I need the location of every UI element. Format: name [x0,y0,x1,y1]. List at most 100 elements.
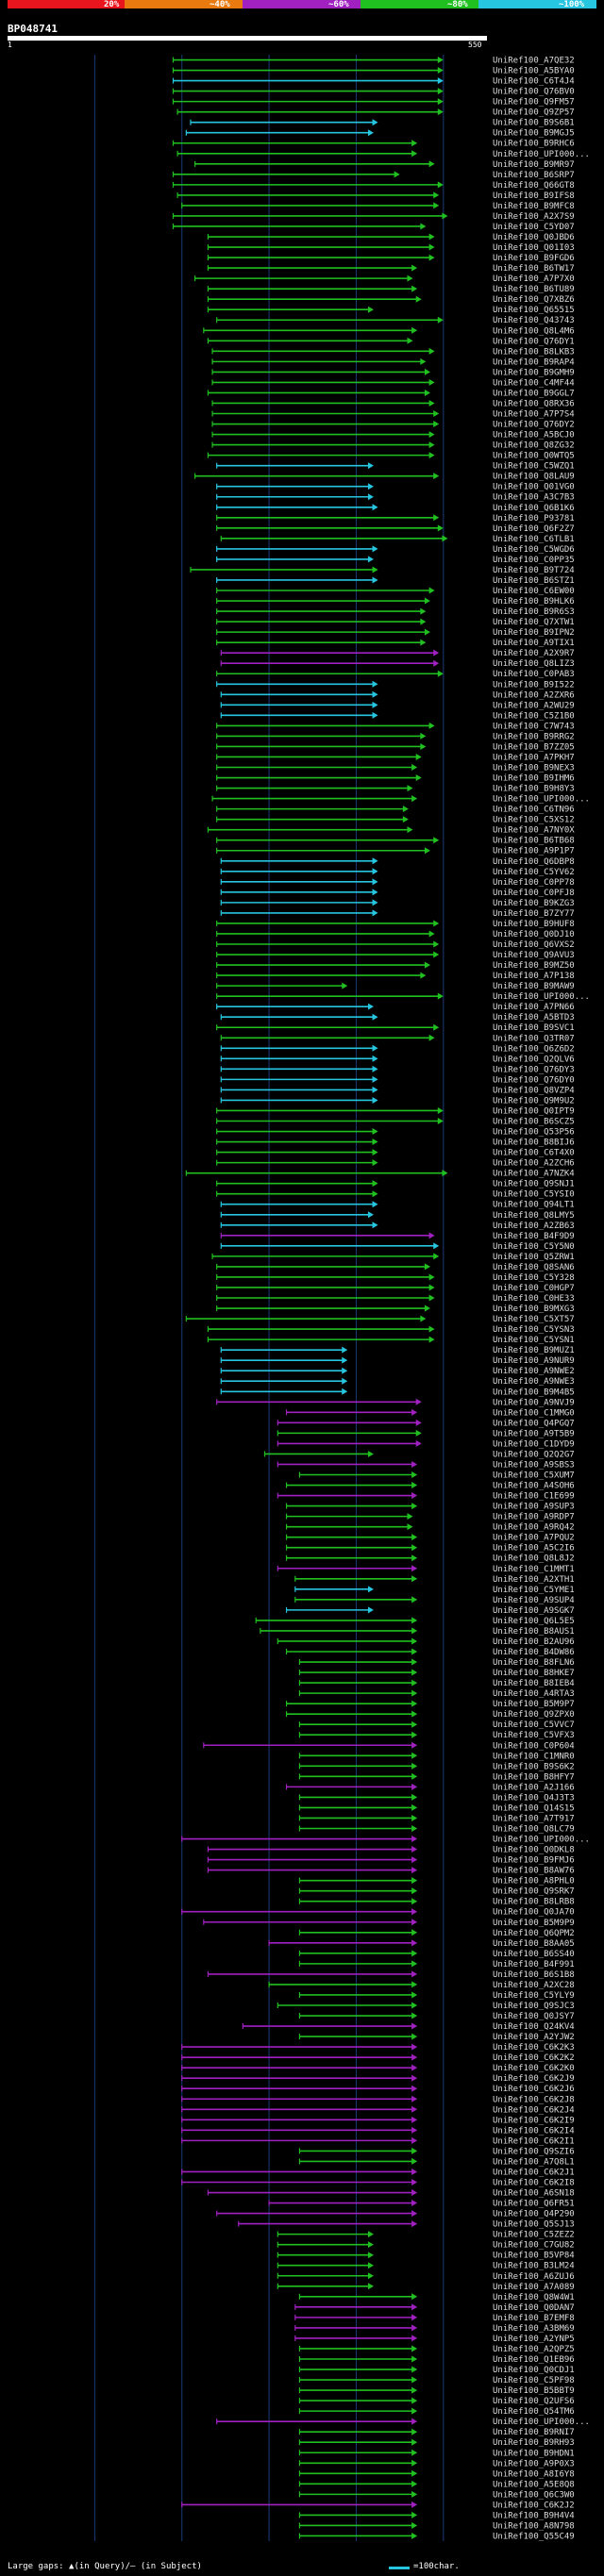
hit-label[interactable]: UniRef100_B9RRG2 [493,732,575,741]
hit-row[interactable]: UniRef100_Q8LMY5 [220,1211,575,1221]
hit-row[interactable]: UniRef100_B7ZZ05 [216,742,575,752]
hit-row[interactable]: UniRef100_C5Y5N0 [220,1242,575,1252]
hit-label[interactable]: UniRef100_B8FLN6 [493,1658,575,1668]
hit-row[interactable]: UniRef100_Q0JBD6 [207,233,575,242]
hit-label[interactable]: UniRef100_B9FMJ6 [493,1856,575,1866]
hit-row[interactable]: UniRef100_A9SBS3 [277,1460,575,1470]
hit-row[interactable]: UniRef100_B9M4B5 [220,1388,575,1397]
hit-label[interactable]: UniRef100_C5YV62 [493,868,575,877]
hit-label[interactable]: UniRef100_Q9SZI6 [493,2147,575,2156]
hit-label[interactable]: UniRef100_Q9FM57 [493,98,575,108]
hit-row[interactable]: UniRef100_Q9M9U2 [220,1096,575,1105]
hit-row[interactable]: UniRef100_Q6F2Z7 [216,524,575,534]
hit-row[interactable]: UniRef100_Q01I03 [207,243,575,253]
hit-label[interactable]: UniRef100_B9MAW9 [493,982,575,991]
hit-label[interactable]: UniRef100_Q0JSY7 [493,2012,575,2021]
hit-row[interactable]: UniRef100_B9I522 [216,680,575,690]
hit-label[interactable]: UniRef100_Q0JBD6 [493,233,575,242]
hit-row[interactable]: UniRef100_C6K2J1 [181,2168,575,2177]
hit-row[interactable]: UniRef100_C0PP78 [220,878,575,888]
hit-label[interactable]: UniRef100_Q94LT1 [493,1201,575,1210]
hit-row[interactable]: UniRef100_C6T4J4 [172,77,575,87]
hit-label[interactable]: UniRef100_B7ZY77 [493,909,575,919]
hit-row[interactable]: UniRef100_B4F9D9 [220,1232,575,1241]
hit-label[interactable]: UniRef100_Q65515 [493,306,575,315]
hit-row[interactable]: UniRef100_C4MF44 [211,378,575,388]
hit-label[interactable]: UniRef100_B7ZZ05 [493,742,575,752]
hit-row[interactable]: UniRef100_C7W743 [216,722,575,731]
hit-row[interactable]: UniRef100_Q8L8J2 [285,1554,575,1564]
hit-row[interactable]: UniRef100_C6K2J8 [181,2095,575,2104]
hit-row[interactable]: UniRef100_B5VP84 [277,2252,575,2261]
hit-label[interactable]: UniRef100_C1MMG0 [493,1408,575,1418]
hit-row[interactable]: UniRef100_A8I6Y8 [298,2469,575,2479]
hit-label[interactable]: UniRef100_Q6FR51 [493,2200,575,2209]
hit-label[interactable]: UniRef100_C6K2J6 [493,2085,575,2094]
hit-row[interactable]: UniRef100_C6K2I8 [181,2178,575,2187]
hit-row[interactable]: UniRef100_A9RDP7 [285,1513,575,1522]
hit-row[interactable]: UniRef100_C5Z1B0 [220,711,575,721]
hit-label[interactable]: UniRef100_C0HGP7 [493,1284,575,1293]
hit-row[interactable]: UniRef100_C5VFX3 [298,1731,575,1740]
hit-label[interactable]: UniRef100_B8HFY7 [493,1772,575,1782]
hit-row[interactable]: UniRef100_B6TW17 [207,264,575,274]
hit-label[interactable]: UniRef100_B9IFS8 [493,191,575,201]
hit-row[interactable]: UniRef100_B9S6K2 [298,1762,575,1771]
hit-label[interactable]: UniRef100_A7P7X0 [493,274,575,284]
hit-row[interactable]: UniRef100_B9IPN2 [216,628,575,638]
hit-label[interactable]: UniRef100_B9S6B1 [493,119,575,128]
hit-label[interactable]: UniRef100_C5PF98 [493,2376,575,2385]
hit-row[interactable]: UniRef100_Q8LIZ3 [220,659,575,669]
hit-label[interactable]: UniRef100_Q9SRK7 [493,1887,575,1897]
hit-label[interactable]: UniRef100_A3BM69 [493,2324,575,2334]
hit-row[interactable]: UniRef100_B8AW76 [207,1867,575,1876]
hit-label[interactable]: UniRef100_A9SBS3 [493,1460,575,1470]
hit-row[interactable]: UniRef100_Q9SRK7 [298,1887,575,1897]
hit-label[interactable]: UniRef100_B9IHM6 [493,774,575,784]
hit-label[interactable]: UniRef100_C6K2K0 [493,2064,575,2073]
hit-label[interactable]: UniRef100_Q8ZG32 [493,441,575,451]
hit-row[interactable]: UniRef100_A9NVJ9 [216,1398,575,1407]
hit-label[interactable]: UniRef100_B9MXG3 [493,1305,575,1314]
hit-row[interactable]: UniRef100_Q8LC79 [298,1824,575,1834]
hit-row[interactable]: UniRef100_A2X9R7 [220,649,575,658]
hit-label[interactable]: UniRef100_A9P0X3 [493,2459,575,2468]
hit-label[interactable]: UniRef100_Q0DJ10 [493,930,575,939]
hit-row[interactable]: UniRef100_C5YSN1 [207,1336,575,1345]
hit-row[interactable]: UniRef100_B9MZ50 [216,961,575,971]
hit-row[interactable]: UniRef100_B6SRP7 [172,171,575,180]
hit-label[interactable]: UniRef100_B9H8Y3 [493,785,575,794]
hit-row[interactable]: UniRef100_C5YME1 [294,1586,575,1595]
hit-label[interactable]: UniRef100_A5BYA0 [493,67,575,76]
hit-label[interactable]: UniRef100_A8N798 [493,2521,575,2531]
hit-label[interactable]: UniRef100_A9P1P7 [493,847,575,856]
hit-row[interactable]: UniRef100_B5M9P7 [285,1700,575,1709]
hit-label[interactable]: UniRef100_B5M9P7 [493,1700,575,1709]
hit-label[interactable]: UniRef100_A4RTA3 [493,1689,575,1699]
hit-row[interactable]: UniRef100_B8LKB3 [211,347,575,357]
hit-row[interactable]: UniRef100_C7GU82 [277,2241,575,2251]
hit-row[interactable]: UniRef100_B8AA05 [268,1939,575,1949]
hit-row[interactable]: UniRef100_Q94LT1 [220,1201,575,1210]
hit-label[interactable]: UniRef100_Q6Z6D2 [493,1044,575,1054]
hit-label[interactable]: UniRef100_Q8LAU9 [493,473,575,482]
hit-label[interactable]: UniRef100_UPI000... [493,795,590,805]
hit-row[interactable]: UniRef100_B5M9P9 [203,1919,575,1928]
hit-row[interactable]: UniRef100_A7NZK4 [185,1170,575,1179]
hit-row[interactable]: UniRef100_A2YNP5 [294,2335,575,2344]
hit-label[interactable]: UniRef100_C5ZEZ2 [493,2231,575,2240]
hit-row[interactable]: UniRef100_A5BCJ0 [211,431,575,440]
hit-row[interactable]: UniRef100_A2XC28 [268,1981,575,1990]
hit-label[interactable]: UniRef100_Q7XTW1 [493,618,575,627]
hit-label[interactable]: UniRef100_B9MR97 [493,160,575,170]
hit-label[interactable]: UniRef100_A7PQU2 [493,1534,575,1543]
hit-row[interactable]: UniRef100_B7EMF8 [294,2314,575,2323]
hit-label[interactable]: UniRef100_C5YME1 [493,1586,575,1595]
hit-label[interactable]: UniRef100_C6K2K3 [493,2043,575,2052]
hit-label[interactable]: UniRef100_B8AA05 [493,1939,575,1949]
hit-row[interactable]: UniRef100_C1E699 [277,1492,575,1502]
hit-row[interactable]: UniRef100_A2YJW2 [298,2033,575,2042]
hit-row[interactable]: UniRef100_A2QPZ5 [298,2345,575,2354]
hit-row[interactable]: UniRef100_C0P604 [203,1741,575,1751]
hit-row[interactable]: UniRef100_A7Q8L1 [298,2157,575,2167]
